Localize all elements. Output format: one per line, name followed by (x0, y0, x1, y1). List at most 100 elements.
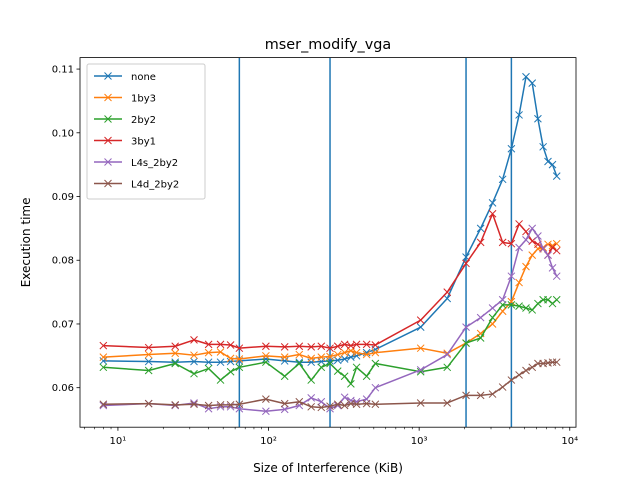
data-point-2by2-13 (326, 359, 334, 368)
data-point-2by2-5 (216, 376, 225, 384)
data-point-2by2-4 (204, 364, 213, 373)
data-point-3by1-24 (488, 209, 497, 218)
data-point-none-0 (99, 357, 108, 365)
data-point-1by3-5 (216, 348, 225, 356)
series-L4d_2by2 (99, 358, 561, 412)
data-point-3by1-10 (295, 342, 304, 351)
data-point-L4d_2by2-29 (528, 363, 537, 372)
data-point-L4s_2by2-31 (539, 244, 547, 253)
data-point-3by1-6 (226, 341, 235, 349)
data-point-3by1-15 (340, 340, 349, 349)
data-point-L4s_2by2-30 (534, 232, 542, 240)
data-point-L4d_2by2-25 (498, 383, 507, 391)
data-point-3by1-12 (317, 342, 326, 351)
data-point-L4d_2by2-12 (317, 403, 326, 412)
data-point-2by2-29 (528, 306, 537, 314)
data-point-L4s_2by2-23 (476, 313, 485, 322)
data-point-3by1-8 (262, 342, 270, 351)
legend-label-3by1: 3by1 (131, 137, 156, 148)
data-point-3by1-34 (552, 246, 561, 255)
data-point-3by1-11 (307, 343, 316, 351)
data-point-3by1-7 (235, 344, 244, 353)
legend-label-L4d_2by2: L4d_2by2 (131, 180, 179, 191)
data-point-none-3 (190, 357, 198, 366)
data-point-3by1-22 (462, 259, 470, 268)
legend-marker-none (104, 72, 112, 80)
data-point-none-24 (488, 199, 497, 207)
data-point-2by2-1 (144, 366, 153, 375)
x-tick-label-2: 10³ (411, 436, 428, 447)
legend-marker-L4s_2by2 (104, 158, 112, 166)
data-point-3by1-0 (99, 341, 108, 350)
data-point-none-4 (204, 358, 213, 367)
data-point-L4s_2by2-33 (548, 264, 557, 272)
data-point-2by2-17 (352, 363, 361, 372)
legend-item-none: none (94, 72, 156, 83)
data-point-1by3-3 (190, 351, 198, 360)
data-point-2by2-0 (99, 363, 108, 372)
data-point-L4d_2by2-6 (226, 401, 235, 409)
data-point-2by2-11 (307, 376, 316, 384)
data-point-1by3-27 (515, 278, 523, 287)
data-point-L4s_2by2-0 (99, 401, 108, 410)
x-tick-label-0: 10¹ (110, 436, 127, 447)
legend-marker-L4d_2by2 (104, 179, 112, 188)
x-axis-label: Size of Interference (KiB) (253, 461, 403, 475)
data-point-1by3-13 (326, 352, 334, 361)
data-point-2by2-16 (347, 380, 355, 388)
data-point-L4d_2by2-27 (515, 371, 523, 379)
data-point-none-5 (216, 358, 225, 367)
data-point-none-14 (333, 356, 342, 365)
data-point-2by2-10 (295, 359, 304, 368)
data-point-L4s_2by2-29 (528, 224, 537, 233)
data-point-L4s_2by2-34 (552, 272, 561, 281)
data-point-L4d_2by2-5 (216, 401, 225, 409)
data-point-2by2-3 (190, 369, 198, 378)
data-point-1by3-0 (99, 353, 108, 361)
data-point-3by1-20 (416, 316, 425, 324)
data-point-L4d_2by2-23 (476, 391, 485, 400)
data-point-L4d_2by2-4 (204, 401, 213, 410)
data-point-1by3-2 (171, 349, 180, 358)
data-point-L4s_2by2-32 (544, 251, 552, 259)
data-point-none-21 (443, 294, 452, 303)
data-point-L4d_2by2-17 (352, 400, 361, 409)
data-point-L4d_2by2-14 (333, 400, 342, 409)
data-point-none-28 (522, 72, 530, 81)
data-point-1by3-8 (262, 351, 270, 360)
data-point-1by3-10 (295, 350, 304, 359)
legend-item-L4s_2by2: L4s_2by2 (94, 158, 178, 169)
data-point-1by3-18 (362, 350, 371, 359)
data-point-none-26 (507, 144, 516, 153)
data-point-none-25 (498, 175, 507, 184)
data-point-3by1-14 (333, 342, 342, 351)
data-point-3by1-2 (171, 342, 180, 351)
data-point-2by2-2 (171, 359, 180, 368)
data-point-L4d_2by2-13 (326, 402, 334, 411)
data-point-L4s_2by2-25 (498, 295, 507, 304)
data-point-L4d_2by2-1 (144, 399, 153, 408)
data-point-3by1-3 (190, 336, 198, 344)
data-point-L4s_2by2-27 (515, 243, 523, 252)
data-point-L4s_2by2-24 (488, 304, 497, 312)
data-point-L4s_2by2-21 (443, 350, 452, 359)
data-point-1by3-6 (226, 354, 235, 363)
data-point-L4d_2by2-2 (171, 401, 180, 409)
data-point-none-9 (280, 357, 289, 365)
data-point-none-33 (548, 160, 557, 169)
data-point-2by2-18 (362, 372, 371, 381)
data-point-3by1-18 (362, 340, 371, 349)
data-point-none-1 (144, 357, 153, 366)
data-point-L4d_2by2-28 (522, 366, 530, 375)
data-point-L4s_2by2-8 (262, 407, 270, 416)
data-point-2by2-9 (280, 372, 289, 381)
data-point-2by2-23 (476, 334, 485, 342)
data-point-L4s_2by2-20 (416, 365, 425, 374)
y-tick-label-1: 0.07 (52, 319, 74, 330)
data-point-2by2-12 (317, 363, 326, 372)
data-point-2by2-21 (443, 363, 452, 372)
data-point-1by3-33 (548, 241, 557, 250)
data-point-1by3-1 (144, 350, 153, 359)
data-point-L4d_2by2-34 (552, 358, 561, 367)
data-point-3by1-25 (498, 238, 507, 247)
